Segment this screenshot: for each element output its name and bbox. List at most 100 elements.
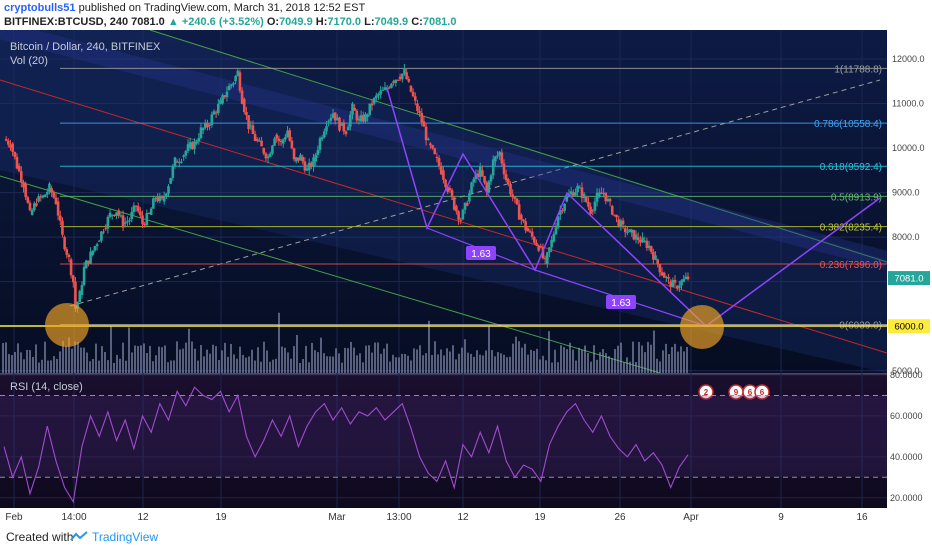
volume-bar xyxy=(428,320,430,373)
volume-bar xyxy=(62,340,64,373)
volume-bar xyxy=(521,347,523,373)
candle-body xyxy=(470,182,473,194)
candle-body xyxy=(634,234,638,240)
candle-body xyxy=(632,229,636,240)
volume-bar xyxy=(98,360,100,373)
candle-body xyxy=(232,83,235,85)
candle-body xyxy=(227,86,231,91)
candle-body xyxy=(433,148,437,155)
candle-body xyxy=(446,187,450,192)
candle-body xyxy=(524,221,527,231)
volume-bar xyxy=(506,357,508,373)
volume-bar xyxy=(608,356,610,373)
candle-body xyxy=(550,239,553,248)
volume-bar xyxy=(299,362,301,373)
rsi-indicator xyxy=(0,386,887,504)
volume-bar xyxy=(602,349,604,373)
candle-body xyxy=(61,220,64,235)
volume-bar xyxy=(455,359,457,373)
candle-body xyxy=(245,111,248,116)
candle-body xyxy=(305,168,309,171)
candle-body xyxy=(481,170,484,177)
volume-bar xyxy=(83,347,85,373)
volume-bar xyxy=(668,353,670,373)
candle-body xyxy=(474,173,478,180)
candle-body xyxy=(121,215,125,228)
candle-body xyxy=(173,157,177,167)
brand-link[interactable]: TradingView xyxy=(92,530,159,544)
time-axis: Feb 14:00 12 19 Mar 13:00 12 19 26 Apr 9 16 xyxy=(5,512,868,523)
candle-body xyxy=(541,247,545,259)
candle-body xyxy=(582,193,586,198)
volume-bar xyxy=(23,359,25,373)
candle-body xyxy=(368,103,372,115)
volume-bar xyxy=(590,361,592,373)
candle-body xyxy=(619,220,623,227)
candle-body xyxy=(673,279,677,283)
volume-bar xyxy=(143,343,145,373)
volume-bar xyxy=(137,346,139,373)
time-axis-background xyxy=(0,508,932,524)
volume-bar xyxy=(518,341,520,373)
volume-bar xyxy=(548,331,550,373)
candle-body xyxy=(351,103,354,115)
candle-body xyxy=(370,103,374,106)
candle-body xyxy=(128,220,131,222)
volume-bar xyxy=(512,343,514,373)
volume-bar xyxy=(53,356,55,373)
candle-body xyxy=(491,159,495,176)
volume-bar xyxy=(113,362,115,373)
candle-body xyxy=(78,291,82,303)
volume-bar xyxy=(278,312,280,373)
volume-bar xyxy=(47,360,49,373)
candle-body xyxy=(338,117,341,131)
candle-body xyxy=(219,99,222,104)
volume-bar xyxy=(8,354,10,373)
volume-bar xyxy=(101,346,103,373)
publish-line: cryptobulls51 published on TradingView.c… xyxy=(4,2,365,15)
candle-body xyxy=(589,206,592,214)
time-tick-label: 13:00 xyxy=(386,512,411,523)
candle-body xyxy=(162,196,166,202)
chart-area[interactable]: 1(11788.8) 0.786(10558.4) 0.618(9592.4) 0.5… xyxy=(0,30,932,524)
volume-bar xyxy=(230,343,232,373)
volume-bar xyxy=(431,354,433,373)
candle-body xyxy=(201,127,205,131)
open-label: O: xyxy=(266,16,280,28)
volume-bar xyxy=(563,347,565,373)
rsi-band-fill xyxy=(0,395,887,478)
candle-body xyxy=(145,213,149,226)
candle-body xyxy=(314,154,317,162)
candle-body xyxy=(290,140,294,149)
candle-body xyxy=(502,163,506,175)
candle-body xyxy=(623,228,627,233)
candle-body xyxy=(43,194,47,198)
candle-body xyxy=(113,214,116,216)
candle-body xyxy=(574,191,577,196)
candle-body xyxy=(569,191,573,195)
candle-body xyxy=(379,90,382,95)
price-marker-label: 6000.0 xyxy=(894,322,923,333)
candle-body xyxy=(675,286,679,289)
author-link[interactable]: cryptobulls51 xyxy=(4,2,76,14)
candle-body xyxy=(204,122,207,128)
volume-bar xyxy=(227,356,229,373)
chart-svg[interactable]: 1(11788.8) 0.786(10558.4) 0.618(9592.4) 0.5… xyxy=(0,30,932,524)
candle-body xyxy=(617,219,621,227)
time-tick-label: 12 xyxy=(457,512,469,523)
volume-bar xyxy=(368,345,370,373)
candle-body xyxy=(54,197,58,205)
candle-body xyxy=(342,122,346,132)
up-triangle-icon: ▲ xyxy=(167,16,179,28)
candle-body xyxy=(359,115,363,122)
candle-body xyxy=(680,280,683,286)
high-label: H: xyxy=(315,16,328,28)
candle-body xyxy=(353,107,356,111)
volume-bar xyxy=(422,355,424,373)
volume-bar xyxy=(377,342,379,373)
volume-bar xyxy=(545,360,547,373)
candle-body xyxy=(58,215,62,221)
candle-body xyxy=(26,197,30,203)
candle-body xyxy=(247,115,250,130)
volume-bar xyxy=(32,357,34,373)
